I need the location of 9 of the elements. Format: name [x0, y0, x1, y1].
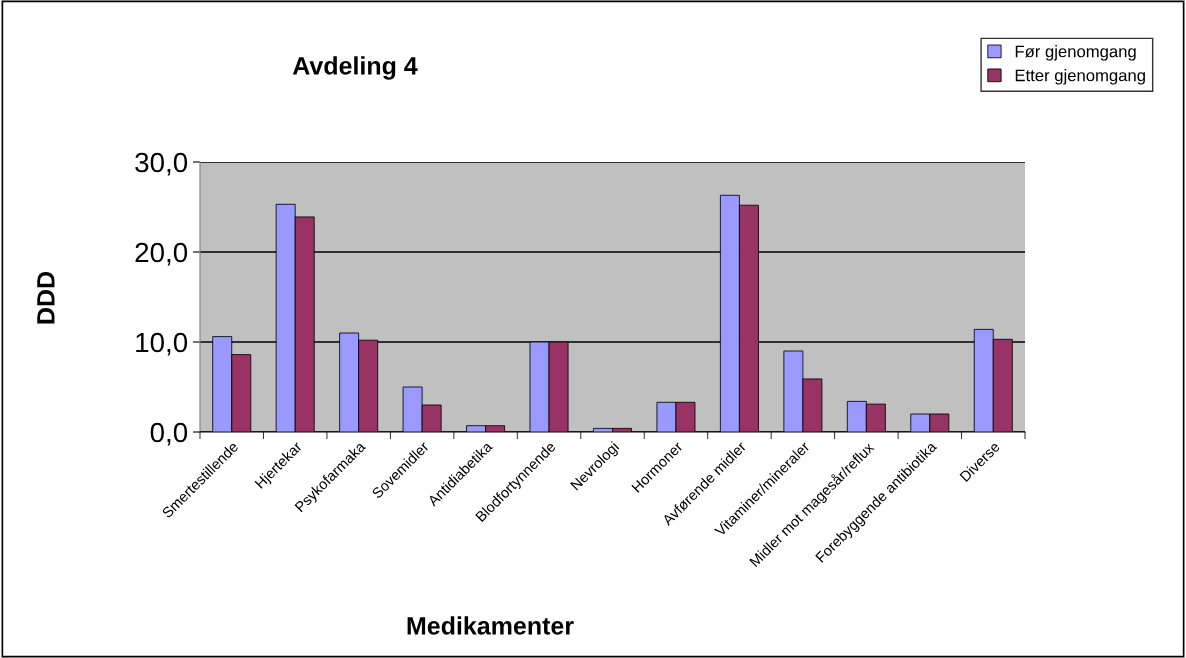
y-tick-label: 10,0: [136, 332, 188, 356]
y-tick-label: 20,0: [135, 242, 188, 266]
x-axis-title: Medikamenter: [407, 616, 574, 635]
y-tick-label: 30,0: [135, 152, 188, 176]
legend-label: Etter gjenomgang: [1015, 69, 1145, 85]
chart-title: Avdeling 4: [292, 56, 418, 80]
y-axis-title: DDD: [37, 271, 55, 324]
legend-label: Før gjenomgang: [1015, 45, 1136, 61]
y-tick-label: 0,0: [150, 422, 188, 446]
